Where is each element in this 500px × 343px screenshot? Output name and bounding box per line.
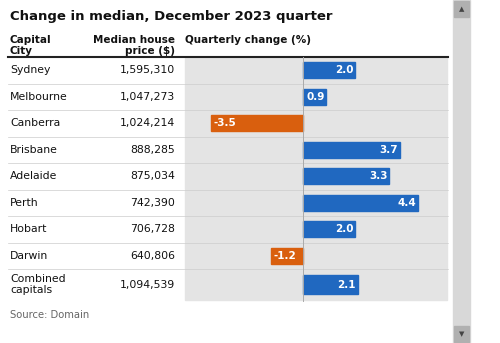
- Text: Hobart: Hobart: [10, 224, 48, 234]
- Text: price ($): price ($): [125, 46, 175, 56]
- Text: Median house: Median house: [93, 35, 175, 45]
- Text: Source: Domain: Source: Domain: [10, 310, 89, 320]
- Bar: [454, 1, 469, 17]
- Text: ▲: ▲: [459, 6, 464, 12]
- Text: City: City: [10, 46, 33, 56]
- Text: Melbourne: Melbourne: [10, 92, 68, 102]
- Text: 2.0: 2.0: [335, 65, 353, 75]
- Text: Combined: Combined: [10, 274, 66, 284]
- Text: 1,094,539: 1,094,539: [120, 280, 175, 290]
- Bar: [185, 58, 447, 83]
- Text: Sydney: Sydney: [10, 65, 50, 75]
- Bar: [185, 137, 447, 163]
- Bar: [185, 164, 447, 189]
- Bar: [303, 89, 326, 105]
- Text: Darwin: Darwin: [10, 251, 48, 261]
- Bar: [185, 190, 447, 215]
- Text: 4.4: 4.4: [398, 198, 416, 208]
- Text: -1.2: -1.2: [274, 251, 296, 261]
- Bar: [185, 110, 447, 136]
- Text: 3.7: 3.7: [379, 145, 398, 155]
- Text: 2.0: 2.0: [335, 224, 353, 234]
- Bar: [185, 243, 447, 269]
- Text: Change in median, December 2023 quarter: Change in median, December 2023 quarter: [10, 10, 332, 23]
- Text: 1,024,214: 1,024,214: [120, 118, 175, 128]
- Text: capitals: capitals: [10, 285, 52, 295]
- Bar: [303, 62, 356, 78]
- Text: 2.1: 2.1: [338, 280, 356, 290]
- Text: 0.9: 0.9: [306, 92, 324, 102]
- Bar: [303, 221, 356, 237]
- Bar: [303, 275, 358, 294]
- Text: 875,034: 875,034: [130, 171, 175, 181]
- Text: 1,047,273: 1,047,273: [120, 92, 175, 102]
- Bar: [211, 115, 303, 131]
- Bar: [453, 0, 470, 343]
- Bar: [272, 248, 303, 264]
- Text: 888,285: 888,285: [130, 145, 175, 155]
- Text: 3.3: 3.3: [369, 171, 388, 181]
- Text: 640,806: 640,806: [130, 251, 175, 261]
- Text: Adelaide: Adelaide: [10, 171, 58, 181]
- Bar: [303, 168, 390, 184]
- Text: 742,390: 742,390: [130, 198, 175, 208]
- Text: 706,728: 706,728: [130, 224, 175, 234]
- Bar: [303, 195, 418, 211]
- Text: Quarterly change (%): Quarterly change (%): [185, 35, 311, 45]
- Text: Canberra: Canberra: [10, 118, 60, 128]
- Text: Capital: Capital: [10, 35, 51, 45]
- Bar: [303, 142, 400, 158]
- Text: Brisbane: Brisbane: [10, 145, 58, 155]
- Text: ▼: ▼: [459, 331, 464, 337]
- Bar: [454, 326, 469, 342]
- Bar: [185, 216, 447, 242]
- Bar: [185, 84, 447, 109]
- Text: -3.5: -3.5: [213, 118, 236, 128]
- Text: Perth: Perth: [10, 198, 38, 208]
- Bar: [185, 270, 447, 300]
- Text: 1,595,310: 1,595,310: [120, 65, 175, 75]
